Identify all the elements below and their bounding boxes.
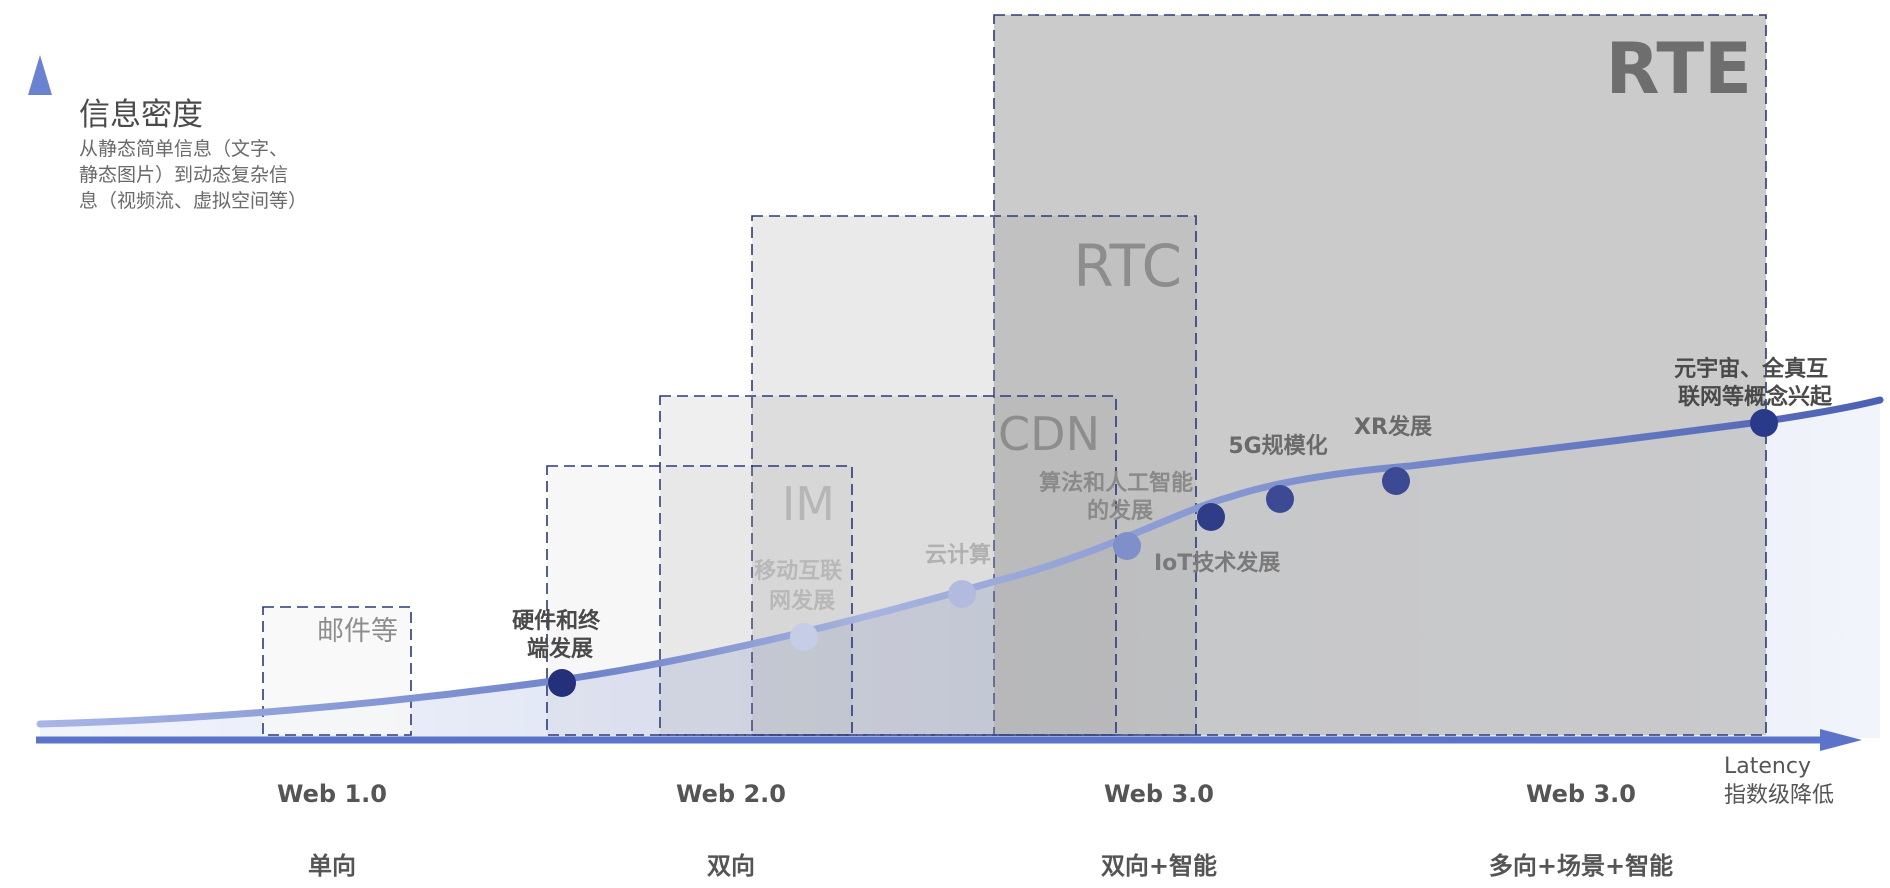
milestone-label-mobile: 移动互联 网发展 [754, 558, 850, 614]
y-axis-title: 信息密度 [79, 97, 203, 133]
milestone-dot-hardware [548, 669, 576, 697]
era-name-web3-future: Web 3.0 [1526, 780, 1636, 808]
milestone-label-5g: 5G规模化 [1228, 433, 1327, 459]
milestone-label-iot: IoT技术发展 [1154, 550, 1280, 576]
era-mode-web2: 双向 [707, 852, 755, 880]
box-label-cdn: CDN [998, 407, 1100, 461]
box-rtc [751, 215, 1197, 736]
era-mode-web1: 单向 [308, 852, 356, 880]
box-label-rtc: RTC [1073, 232, 1182, 300]
milestone-dot-iot [1197, 503, 1225, 531]
milestone-label-hardware: 硬件和终 端发展 [512, 608, 608, 662]
era-name-web3: Web 3.0 [1104, 780, 1214, 808]
milestone-dot-cloud [948, 580, 976, 608]
milestone-dot-xr [1382, 467, 1410, 495]
y-axis-description: 从静态简单信息（文字、 静态图片）到动态复杂信 息（视频流、虚拟空间等） [79, 138, 307, 212]
box-im [546, 465, 853, 736]
box-label-im: IM [782, 477, 835, 531]
milestone-dot-ai [1113, 532, 1141, 560]
y-axis-arrow-icon [28, 55, 52, 95]
growth-curve [36, 396, 1884, 728]
milestone-dot-5g [1266, 485, 1294, 513]
x-axis-arrow-icon [1820, 729, 1862, 751]
box-label-rte: RTE [1606, 28, 1752, 110]
x-axis-label: Latency 指数级降低 [1724, 754, 1834, 808]
milestone-dot-mobile [790, 623, 818, 651]
milestone-label-ai: 算法和人工智能 的发展 [1039, 470, 1201, 524]
milestone-label-meta: 元宇宙、全真互 联网等概念兴起 [1674, 356, 1836, 410]
box-rte [993, 14, 1767, 736]
milestone-dot-meta [1750, 409, 1778, 437]
era-mode-web3: 双向+智能 [1101, 852, 1217, 880]
era-name-web1: Web 1.0 [277, 780, 387, 808]
milestone-label-xr: XR发展 [1354, 414, 1432, 440]
era-name-web2: Web 2.0 [676, 780, 786, 808]
era-mode-web3-future: 多向+场景+智能 [1489, 852, 1673, 880]
box-label-mail: 邮件等 [317, 616, 398, 647]
milestone-label-cloud: 云计算 [925, 542, 991, 568]
